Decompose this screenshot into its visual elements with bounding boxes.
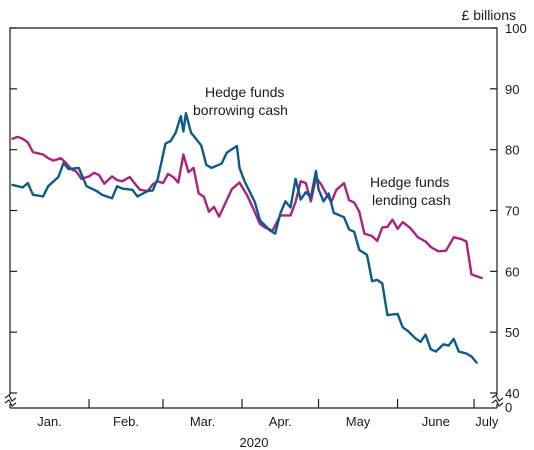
y-axis-labels: 40 50 60 70 80 90 100 xyxy=(505,21,527,401)
series-layer xyxy=(11,112,483,364)
x-axis-ticks xyxy=(88,399,475,408)
axis-break-mark xyxy=(491,394,504,402)
x-tick-label: July xyxy=(475,414,499,429)
y-tick-label: 50 xyxy=(505,325,519,340)
x-axis-title: 2020 xyxy=(240,435,269,450)
axis-break-gap xyxy=(4,395,16,404)
x-tick-label: June xyxy=(422,414,450,429)
y-unit-label: £ billions xyxy=(462,7,516,23)
series-line-hedge-funds-borrowing-cash xyxy=(11,112,478,364)
x-tick-label: Mar. xyxy=(190,414,215,429)
annotation-lending: Hedge funds lending cash xyxy=(370,174,451,208)
x-tick-label: Feb. xyxy=(113,414,139,429)
y-zero-label: 0 xyxy=(505,400,512,415)
annotation-borrowing: Hedge funds borrowing cash xyxy=(193,84,288,118)
x-tick-label: May xyxy=(346,414,371,429)
y-tick-label: 90 xyxy=(505,82,519,97)
axis-break-mark xyxy=(491,399,504,407)
y-tick-label: 70 xyxy=(505,204,519,219)
series-line-hedge-funds-lending-cash xyxy=(11,135,483,280)
x-tick-label: Jan. xyxy=(37,414,62,429)
x-tick-label: Apr. xyxy=(269,414,292,429)
y-tick-label: 60 xyxy=(505,264,519,279)
y-tick-label: 100 xyxy=(505,21,527,36)
plot-frame xyxy=(9,27,498,408)
y-axis-ticks xyxy=(10,27,497,394)
axis-break-mark xyxy=(4,394,17,402)
axis-break-mark xyxy=(4,399,17,407)
axis-break-gap xyxy=(491,395,503,404)
y-tick-label: 40 xyxy=(505,386,519,401)
y-tick-label: 80 xyxy=(505,143,519,158)
axis-break-marks xyxy=(4,394,504,407)
x-axis-labels: Jan. Feb. Mar. Apr. May June July xyxy=(37,414,499,429)
